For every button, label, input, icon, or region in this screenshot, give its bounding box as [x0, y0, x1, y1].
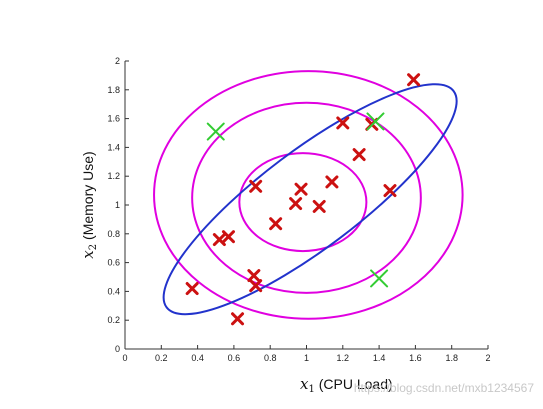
y-tick-label: 0.8	[107, 229, 120, 239]
data-point-red-x	[289, 197, 303, 211]
data-point-green-x	[366, 112, 385, 131]
x-tick-label: 0	[122, 353, 127, 363]
y-tick-label: 1	[115, 200, 120, 210]
data-point-red-x	[249, 279, 263, 293]
data-point-red-x	[407, 73, 421, 87]
y-tick-label: 1.8	[107, 85, 120, 95]
watermark: https://blog.csdn.net/mxb1234567	[354, 381, 534, 395]
y-tick-label: 0.6	[107, 258, 120, 268]
data-point-red-x	[247, 269, 261, 283]
data-point-red-x	[249, 179, 263, 193]
contour-ellipse-4	[162, 83, 458, 316]
x-tick-label: 1.2	[337, 353, 350, 363]
y-tick-label: 1.4	[107, 142, 120, 152]
data-point-red-x	[325, 175, 339, 189]
x-tick-label: 0.4	[191, 353, 204, 363]
x-tick-label: 2	[485, 353, 490, 363]
contour-ellipse-2	[191, 101, 422, 294]
data-point-red-x	[352, 148, 366, 162]
x-tick-label: 1.6	[409, 353, 422, 363]
x-tick-label: 0.6	[228, 353, 241, 363]
data-point-red-x	[312, 199, 326, 213]
data-point-red-x	[294, 182, 308, 196]
y-axis-label: x2 (Memory Use)	[79, 151, 99, 258]
y-tick-label: 0.2	[107, 315, 120, 325]
y-tick-label: 1.6	[107, 114, 120, 124]
data-point-red-x	[336, 116, 350, 130]
data-point-red-x	[221, 230, 235, 244]
data-points	[185, 73, 421, 326]
x-tick-label: 1	[304, 353, 309, 363]
y-tick-label: 1.2	[107, 171, 120, 181]
x-tick-label: 0.8	[264, 353, 277, 363]
x-axis-label: x1 (CPU Load)	[300, 375, 393, 395]
contour-ellipse-1	[238, 152, 368, 253]
data-point-red-x	[185, 282, 199, 296]
data-point-red-x	[231, 312, 245, 326]
data-point-green-x	[370, 269, 389, 288]
y-tick-label: 2	[115, 56, 120, 66]
x-tick-label: 1.8	[445, 353, 458, 363]
y-tick-label: 0.4	[107, 286, 120, 296]
data-point-red-x	[269, 217, 283, 231]
axis-ticks: 0 0.2 0.4 0.6 0.8 1 1.2 1.4 1.6 1.8 2 0 0.2 0.4 0.6 0.8…	[107, 56, 490, 363]
data-point-red-x	[383, 184, 397, 198]
contour-ellipse-3	[153, 70, 464, 320]
x-tick-label: 0.2	[155, 353, 168, 363]
hand-drawn-contours	[153, 70, 464, 320]
x-tick-label: 1.4	[373, 353, 386, 363]
y-tick-label: 0	[115, 344, 120, 354]
data-point-green-x	[206, 122, 225, 141]
axes	[124, 61, 488, 350]
